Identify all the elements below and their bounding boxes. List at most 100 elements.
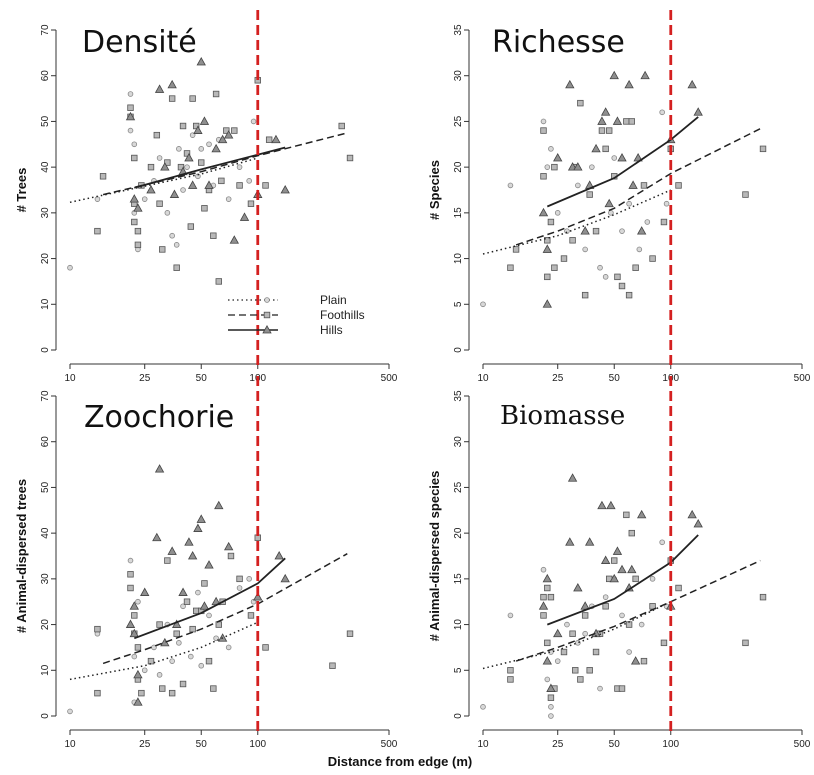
point-hills (169, 189, 180, 198)
x-tick-label: 50 (196, 373, 208, 384)
point-hills (604, 198, 614, 208)
point-foothills (227, 552, 235, 560)
point-hills (193, 125, 203, 134)
y-tick-label: 60 (40, 70, 51, 82)
point-plain (156, 672, 163, 678)
point-foothills (164, 557, 171, 564)
point-foothills (147, 163, 155, 171)
point-hills (160, 637, 170, 647)
point-hills (167, 79, 177, 89)
y-axis-label: # Species (427, 160, 442, 220)
point-hills (553, 628, 563, 638)
point-plain (544, 164, 551, 170)
point-hills (636, 509, 647, 519)
y-tick-label: 20 (40, 619, 51, 631)
point-foothills (507, 667, 514, 674)
point-hills (591, 143, 601, 153)
point-hills (184, 152, 194, 162)
y-tick-label: 10 (40, 664, 51, 676)
point-hills (542, 299, 552, 308)
point-plain (127, 127, 134, 134)
point-plain (131, 653, 138, 660)
legend-marker-plain (264, 297, 270, 303)
point-hills (204, 560, 214, 569)
y-tick-label: 30 (40, 573, 51, 585)
point-hills (217, 134, 228, 144)
point-hills (274, 550, 284, 560)
point-foothills (338, 122, 345, 130)
point-plain (540, 118, 547, 125)
point-plain (507, 612, 514, 619)
fit-line-foothills (515, 559, 761, 662)
point-hills (229, 235, 239, 244)
point-hills (542, 573, 552, 583)
point-foothills (127, 584, 134, 592)
point-plain (548, 146, 554, 152)
point-hills (538, 601, 549, 610)
point-foothills (592, 648, 600, 656)
point-hills (199, 116, 210, 125)
point-foothills (215, 621, 222, 628)
point-foothills (540, 173, 547, 180)
point-plain (619, 612, 625, 619)
point-plain (164, 210, 171, 216)
point-foothills (99, 173, 107, 180)
point-hills (196, 56, 206, 66)
point-foothills (628, 118, 635, 125)
point-hills (280, 184, 290, 194)
y-axis-label: # Animal-dispersed trees (14, 479, 29, 633)
point-hills (693, 107, 703, 116)
point-foothills (156, 621, 163, 628)
point-hills (628, 180, 638, 189)
point-foothills (173, 264, 180, 271)
panel-3: 0 10 20 30 40 50 60 70 10 25 50 100 500 # Animal-disp… (14, 376, 398, 750)
point-foothills (742, 639, 749, 647)
y-tick-label: 50 (40, 115, 51, 127)
point-foothills (592, 227, 600, 235)
point-foothills (236, 182, 243, 189)
point-hills (565, 79, 575, 89)
point-hills (609, 70, 619, 80)
y-axis-label: # Animal-dispersed species (427, 471, 442, 642)
point-foothills (632, 264, 639, 271)
point-plain (236, 585, 243, 591)
point-foothills (183, 598, 191, 605)
point-plain (597, 685, 603, 692)
point-foothills (173, 630, 180, 637)
point-hills (129, 601, 139, 610)
point-plain (659, 109, 665, 116)
y-tick-label: 10 (453, 253, 464, 265)
point-hills (154, 464, 165, 473)
point-plain (169, 658, 175, 664)
point-hills (125, 619, 136, 628)
y-tick-label: 70 (40, 24, 51, 36)
point-plain (156, 155, 163, 161)
point-hills (573, 162, 583, 171)
point-hills (196, 514, 206, 523)
point-plain (135, 598, 141, 605)
point-plain (180, 187, 186, 193)
point-hills (211, 143, 221, 153)
point-hills (253, 592, 263, 601)
y-tick-label: 25 (453, 115, 464, 127)
point-plain (582, 246, 588, 253)
point-plain (619, 228, 625, 234)
point-foothills (581, 612, 589, 619)
point-hills (565, 537, 575, 546)
point-foothills (602, 145, 609, 153)
point-foothills (547, 593, 555, 601)
point-hills (184, 537, 194, 546)
point-plain (236, 164, 243, 170)
fit-line-hills (546, 534, 699, 626)
point-foothills (187, 223, 195, 230)
point-hills (630, 656, 641, 665)
point-foothills (210, 685, 217, 692)
y-tick-label: 40 (40, 527, 51, 539)
point-foothills (660, 639, 668, 647)
point-plain (608, 210, 614, 216)
point-foothills (159, 685, 166, 692)
point-foothills (231, 127, 238, 134)
point-foothills (159, 246, 166, 253)
